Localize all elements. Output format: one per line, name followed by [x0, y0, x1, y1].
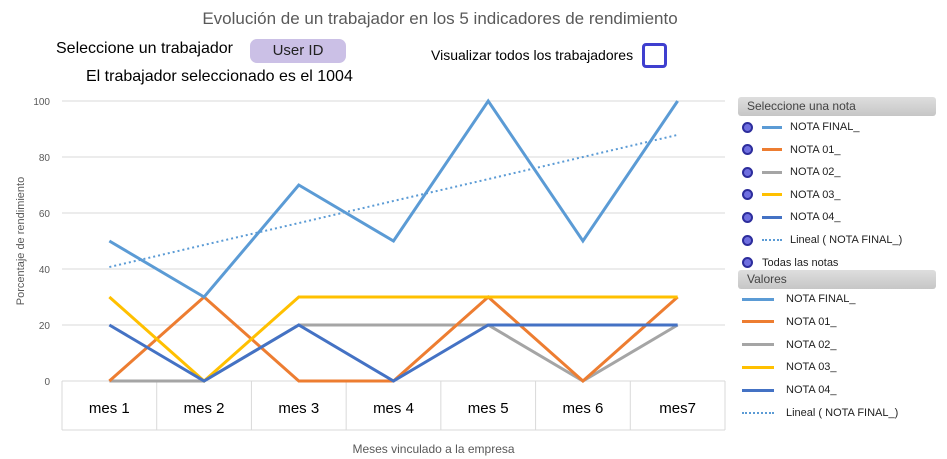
show-all-workers-checkbox[interactable] — [642, 43, 667, 68]
x-tick-label: mes 6 — [562, 400, 603, 417]
slicer-item[interactable]: NOTA 01_ — [742, 140, 841, 160]
slicer-item-label: NOTA 02_ — [790, 166, 841, 179]
legend-swatch — [762, 170, 782, 174]
radio-button[interactable] — [742, 234, 753, 246]
legend-item: Lineal ( NOTA FINAL_) — [742, 403, 898, 423]
show-all-workers-label: Visualizar todos los trabajadores — [431, 47, 634, 63]
legend-header: Valores — [738, 270, 936, 289]
x-tick-label: mes7 — [659, 400, 696, 417]
slicer-item[interactable]: Lineal ( NOTA FINAL_) — [742, 230, 902, 250]
y-tick-label: 20 — [39, 321, 51, 332]
slicer-item-label: NOTA FINAL_ — [790, 121, 860, 133]
legend-swatch — [762, 215, 782, 219]
legend-item-label: NOTA 04_ — [786, 384, 837, 397]
legend-swatch — [762, 193, 782, 197]
series-line-0 — [108, 98, 679, 299]
legend-swatch — [742, 320, 774, 324]
y-tick-label: 100 — [33, 97, 50, 108]
x-tick-label: mes 2 — [184, 400, 225, 417]
radio-button[interactable] — [742, 166, 753, 178]
legend-swatch — [742, 365, 774, 369]
slicer-item[interactable]: NOTA FINAL_ — [742, 117, 859, 137]
select-worker-label: Seleccione un trabajador — [56, 40, 234, 57]
legend-swatch — [762, 125, 782, 129]
x-tick-label: mes 1 — [89, 400, 130, 417]
radio-button[interactable] — [742, 144, 753, 156]
slicer-item[interactable]: NOTA 02_ — [742, 162, 841, 182]
y-tick-label: 0 — [44, 377, 50, 388]
legend-swatch — [742, 297, 774, 301]
legend-item-label: NOTA 02_ — [786, 338, 837, 351]
legend-item-label: NOTA 01_ — [786, 315, 837, 328]
radio-button[interactable] — [742, 211, 753, 223]
legend-item: NOTA 03_ — [742, 357, 837, 377]
slicer-item[interactable]: Todas las notas — [742, 253, 838, 273]
user-id-button[interactable]: User ID — [250, 39, 346, 63]
legend-item: NOTA 04_ — [742, 380, 837, 400]
radio-button[interactable] — [742, 121, 753, 133]
legend-swatch — [742, 412, 774, 414]
legend-item: NOTA 02_ — [742, 335, 837, 355]
x-tick-label: mes 4 — [373, 400, 414, 417]
selected-worker-text: El trabajador seleccionado es el 1004 — [86, 68, 353, 85]
y-tick-label: 40 — [39, 265, 51, 276]
slicer-item-label: NOTA 01_ — [790, 143, 841, 156]
series-line-1 — [108, 294, 679, 384]
series-line-4 — [108, 323, 678, 383]
y-tick-label: 60 — [39, 209, 51, 220]
slicer-item-label: NOTA 04_ — [790, 211, 841, 224]
legend-item: NOTA 01_ — [742, 312, 837, 332]
legend-item: NOTA FINAL_ — [742, 289, 855, 309]
page-title: Evolución de un trabajador en los 5 indi… — [202, 9, 678, 28]
legend-item-label: NOTA FINAL_ — [786, 293, 856, 305]
slicer-header: Seleccione una nota — [738, 97, 936, 116]
slicer-item-label: Todas las notas — [762, 256, 839, 269]
series-line-3 — [108, 295, 678, 384]
x-axis-title: Meses vinculado a la empresa — [352, 442, 514, 456]
legend-item-label: NOTA 03_ — [786, 361, 837, 374]
x-tick-label: mes 3 — [278, 400, 319, 417]
y-tick-label: 80 — [39, 153, 51, 164]
x-tick-label: mes 5 — [468, 400, 509, 417]
legend-swatch — [742, 343, 774, 347]
slicer-item-label: NOTA 03_ — [790, 188, 841, 201]
radio-button[interactable] — [742, 189, 753, 201]
legend-item-label: Lineal ( NOTA FINAL_) — [786, 407, 899, 419]
y-axis-title: Porcentaje de rendimiento — [15, 177, 27, 305]
line-chart: 0 20 40 60 80 100 mes 1 mes 2 mes 3 mes 4 mes 5 mes… — [15, 97, 726, 456]
series-line-5 — [109, 133, 678, 269]
radio-button[interactable] — [742, 257, 753, 269]
slicer-item[interactable]: NOTA 03_ — [742, 185, 841, 205]
legend-swatch — [742, 388, 774, 392]
legend-swatch — [762, 148, 782, 152]
slicer-item[interactable]: NOTA 04_ — [742, 207, 841, 227]
slicer-item-label: Lineal ( NOTA FINAL_) — [790, 234, 903, 246]
legend-swatch — [762, 239, 782, 241]
